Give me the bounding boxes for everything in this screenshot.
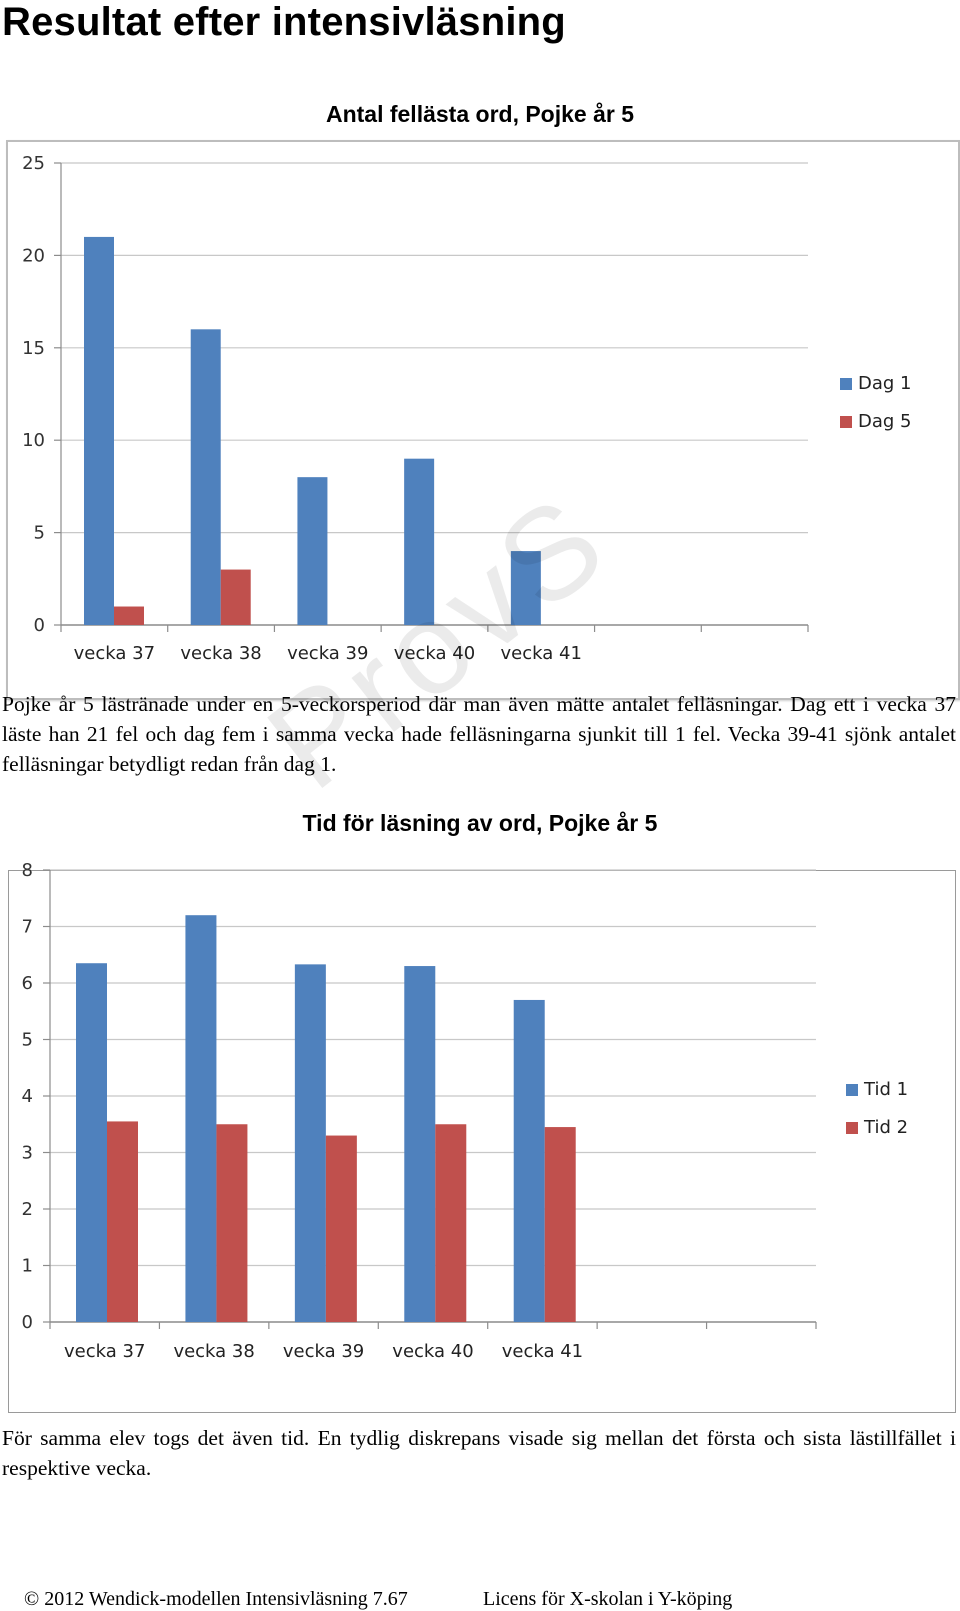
bar-tid-2 (435, 1124, 467, 1322)
bar-tid-1 (294, 964, 326, 1322)
bar-tid-1 (185, 915, 217, 1322)
bar-tid-1 (513, 999, 545, 1322)
y-tick-label: 25 (22, 153, 45, 174)
legend-label: Dag 5 (858, 411, 912, 432)
legend-swatch (840, 416, 852, 428)
chart1-frame (6, 140, 960, 700)
bar-dag-1 (297, 477, 328, 625)
legend-swatch (846, 1122, 858, 1134)
y-tick-label: 1 (22, 1256, 33, 1277)
paragraph-1: Pojke år 5 lästränade under en 5-veckors… (2, 692, 956, 776)
y-tick-label: 5 (34, 523, 45, 544)
x-category-label: vecka 38 (180, 643, 261, 664)
bar-tid-1 (404, 966, 436, 1322)
bar-dag-1 (190, 329, 221, 625)
bar-tid-1 (76, 963, 107, 1322)
paragraph-2: För samma elev togs det även tid. En tyd… (2, 1426, 956, 1480)
y-tick-label: 0 (22, 1312, 33, 1333)
legend-swatch (846, 1084, 858, 1096)
legend-label: Tid 1 (863, 1079, 908, 1100)
x-category-label: vecka 41 (502, 1341, 583, 1362)
bar-dag-5 (114, 606, 144, 625)
bar-tid-2 (107, 1121, 138, 1322)
bar-tid-2 (325, 1135, 357, 1322)
y-tick-label: 5 (22, 1030, 33, 1051)
x-category-label: vecka 39 (287, 643, 368, 664)
chart2-plot: 0 1 2 3 4 5 6 7 8 vecka 37 vecka 38 vecka 39 vecka 4… (22, 860, 909, 1362)
footer-license: Licens för X-skolan i Y-köping (483, 1588, 733, 1610)
y-tick-label: 3 (22, 1143, 33, 1164)
y-tick-label: 2 (22, 1199, 33, 1220)
x-category-label: vecka 40 (392, 1341, 473, 1362)
y-tick-label: 0 (34, 615, 45, 636)
y-tick-label: 10 (22, 430, 45, 451)
legend-swatch (840, 378, 852, 390)
y-tick-label: 20 (22, 245, 45, 266)
y-tick-label: 15 (22, 338, 45, 359)
x-category-label: vecka 37 (74, 643, 155, 664)
footer-copyright: © 2012 Wendick-modellen Intensivläsning … (24, 1588, 408, 1610)
chart1-title: Antal fellästa ord, Pojke år 5 (325, 101, 635, 127)
bar-dag-5 (220, 569, 251, 625)
legend-label: Dag 1 (858, 373, 912, 394)
y-tick-label: 4 (22, 1086, 33, 1107)
x-category-label: vecka 39 (283, 1341, 364, 1362)
legend-label: Tid 2 (863, 1117, 908, 1138)
y-tick-label: 6 (22, 973, 33, 994)
y-tick-label: 8 (22, 860, 33, 881)
bar-dag-1 (84, 236, 114, 626)
chart1-plot: 0 5 10 15 20 25 vecka 37 vecka 38 vecka 39 vecka … (22, 153, 911, 664)
chart2-title: Tid för läsning av ord, Pojke år 5 (302, 810, 658, 836)
x-category-label: vecka 40 (394, 643, 475, 664)
bar-tid-2 (216, 1124, 248, 1322)
bar-dag-1 (404, 458, 435, 625)
y-tick-label: 7 (22, 917, 33, 938)
x-category-label: vecka 37 (64, 1341, 145, 1362)
x-category-label: vecka 38 (173, 1341, 254, 1362)
page-title: Resultat efter intensivläsning (2, 0, 566, 44)
bar-dag-1 (510, 551, 541, 625)
bar-tid-2 (544, 1127, 576, 1322)
x-category-label: vecka 41 (501, 643, 582, 664)
